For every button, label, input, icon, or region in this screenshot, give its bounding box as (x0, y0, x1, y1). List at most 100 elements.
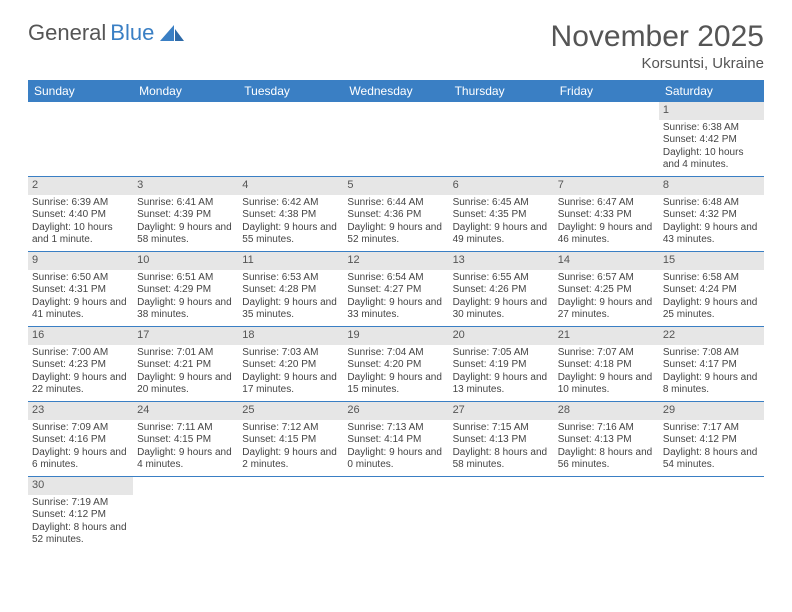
day-info: Sunrise: 7:08 AMSunset: 4:17 PMDaylight:… (663, 347, 760, 397)
calendar-cell: 2Sunrise: 6:39 AMSunset: 4:40 PMDaylight… (28, 177, 133, 252)
day-info: Sunrise: 7:19 AMSunset: 4:12 PMDaylight:… (32, 497, 129, 547)
day-info: Sunrise: 7:13 AMSunset: 4:14 PMDaylight:… (347, 422, 444, 472)
calendar-body: 1Sunrise: 6:38 AMSunset: 4:42 PMDaylight… (28, 102, 764, 551)
day-info: Sunrise: 6:44 AMSunset: 4:36 PMDaylight:… (347, 197, 444, 247)
calendar-cell: 10 Sunrise: 6:51 AMSunset: 4:29 PMDayligh… (133, 252, 238, 327)
calendar-cell (554, 477, 659, 552)
calendar-cell: 15 Sunrise: 6:58 AMSunset: 4:24 PMDayligh… (659, 252, 764, 327)
day-number: 19 (343, 327, 448, 345)
calendar-cell (133, 102, 238, 177)
calendar-cell (449, 102, 554, 177)
day-info: Sunrise: 7:15 AMSunset: 4:13 PMDaylight:… (453, 422, 550, 472)
calendar-cell: 25 Sunrise: 7:12 AMSunset: 4:15 PMDayligh… (238, 402, 343, 477)
day-info: Sunrise: 7:09 AMSunset: 4:16 PMDaylight:… (32, 422, 129, 472)
day-number: 14 (554, 252, 659, 270)
day-number: 15 (659, 252, 764, 270)
day-info: Sunrise: 7:04 AMSunset: 4:20 PMDaylight:… (347, 347, 444, 397)
calendar-cell: 13Sunrise: 6:55 AMSunset: 4:26 PMDayligh… (449, 252, 554, 327)
calendar-header-row: SundayMondayTuesdayWednesdayThursdayFrid… (28, 80, 764, 102)
day-info: Sunrise: 6:47 AMSunset: 4:33 PMDaylight:… (558, 197, 655, 247)
day-info: Sunrise: 7:00 AMSunset: 4:23 PMDaylight:… (32, 347, 129, 397)
day-number: 8 (659, 177, 764, 195)
dayname-header: Sunday (28, 80, 133, 102)
day-number: 22 (659, 327, 764, 345)
calendar-cell (554, 102, 659, 177)
calendar-cell (133, 477, 238, 552)
calendar-cell: 6 Sunrise: 6:45 AMSunset: 4:35 PMDaylight… (449, 177, 554, 252)
day-number: 26 (343, 402, 448, 420)
calendar-table: SundayMondayTuesdayWednesdayThursdayFrid… (28, 80, 764, 551)
day-info: Sunrise: 6:57 AMSunset: 4:25 PMDaylight:… (558, 272, 655, 322)
day-info: Sunrise: 6:58 AMSunset: 4:24 PMDaylight:… (663, 272, 760, 322)
day-number: 21 (554, 327, 659, 345)
day-number: 23 (28, 402, 133, 420)
calendar-cell: 4 Sunrise: 6:42 AMSunset: 4:38 PMDaylight… (238, 177, 343, 252)
calendar-week-row: 1Sunrise: 6:38 AMSunset: 4:42 PMDaylight… (28, 102, 764, 177)
dayname-header: Wednesday (343, 80, 448, 102)
calendar-week-row: 9Sunrise: 6:50 AMSunset: 4:31 PMDaylight… (28, 252, 764, 327)
calendar-cell: 5Sunrise: 6:44 AMSunset: 4:36 PMDaylight… (343, 177, 448, 252)
day-number: 28 (554, 402, 659, 420)
title-block: November 2025 Korsuntsi, Ukraine (551, 20, 764, 72)
calendar-week-row: 16 Sunrise: 7:00 AMSunset: 4:23 PMDayligh… (28, 327, 764, 402)
day-number: 10 (133, 252, 238, 270)
day-number: 12 (343, 252, 448, 270)
calendar-cell: 8 Sunrise: 6:48 AMSunset: 4:32 PMDaylight… (659, 177, 764, 252)
day-info: Sunrise: 7:11 AMSunset: 4:15 PMDaylight:… (137, 422, 234, 472)
day-number: 20 (449, 327, 554, 345)
dayname-header: Friday (554, 80, 659, 102)
calendar-cell: 18Sunrise: 7:03 AMSunset: 4:20 PMDayligh… (238, 327, 343, 402)
calendar-week-row: 2Sunrise: 6:39 AMSunset: 4:40 PMDaylight… (28, 177, 764, 252)
calendar-cell: 24 Sunrise: 7:11 AMSunset: 4:15 PMDayligh… (133, 402, 238, 477)
logo: GeneralBlue (28, 20, 186, 46)
day-number: 13 (449, 252, 554, 270)
location-text: Korsuntsi, Ukraine (551, 55, 764, 72)
calendar-cell: 29Sunrise: 7:17 AMSunset: 4:12 PMDayligh… (659, 402, 764, 477)
dayname-header: Thursday (449, 80, 554, 102)
header: GeneralBlue November 2025 Korsuntsi, Ukr… (28, 20, 764, 72)
calendar-cell: 20Sunrise: 7:05 AMSunset: 4:19 PMDayligh… (449, 327, 554, 402)
calendar-cell: 22 Sunrise: 7:08 AMSunset: 4:17 PMDayligh… (659, 327, 764, 402)
day-number: 9 (28, 252, 133, 270)
day-number: 24 (133, 402, 238, 420)
day-number: 16 (28, 327, 133, 345)
day-info: Sunrise: 6:42 AMSunset: 4:38 PMDaylight:… (242, 197, 339, 247)
calendar-week-row: 23 Sunrise: 7:09 AMSunset: 4:16 PMDayligh… (28, 402, 764, 477)
day-info: Sunrise: 6:48 AMSunset: 4:32 PMDaylight:… (663, 197, 760, 247)
day-info: Sunrise: 6:53 AMSunset: 4:28 PMDaylight:… (242, 272, 339, 322)
calendar-cell: 11 Sunrise: 6:53 AMSunset: 4:28 PMDayligh… (238, 252, 343, 327)
calendar-cell: 12Sunrise: 6:54 AMSunset: 4:27 PMDayligh… (343, 252, 448, 327)
calendar-cell: 7Sunrise: 6:47 AMSunset: 4:33 PMDaylight… (554, 177, 659, 252)
day-info: Sunrise: 6:45 AMSunset: 4:35 PMDaylight:… (453, 197, 550, 247)
calendar-cell: 28 Sunrise: 7:16 AMSunset: 4:13 PMDayligh… (554, 402, 659, 477)
day-info: Sunrise: 7:16 AMSunset: 4:13 PMDaylight:… (558, 422, 655, 472)
day-info: Sunrise: 6:51 AMSunset: 4:29 PMDaylight:… (137, 272, 234, 322)
dayname-header: Tuesday (238, 80, 343, 102)
day-number: 3 (133, 177, 238, 195)
day-number: 18 (238, 327, 343, 345)
day-info: Sunrise: 7:17 AMSunset: 4:12 PMDaylight:… (663, 422, 760, 472)
day-info: Sunrise: 6:38 AMSunset: 4:42 PMDaylight:… (663, 122, 760, 172)
day-info: Sunrise: 6:41 AMSunset: 4:39 PMDaylight:… (137, 197, 234, 247)
calendar-cell: 21Sunrise: 7:07 AMSunset: 4:18 PMDayligh… (554, 327, 659, 402)
calendar-cell (238, 102, 343, 177)
calendar-cell: 17 Sunrise: 7:01 AMSunset: 4:21 PMDayligh… (133, 327, 238, 402)
day-number: 11 (238, 252, 343, 270)
day-number: 6 (449, 177, 554, 195)
calendar-cell (238, 477, 343, 552)
day-info: Sunrise: 7:12 AMSunset: 4:15 PMDaylight:… (242, 422, 339, 472)
day-info: Sunrise: 7:01 AMSunset: 4:21 PMDaylight:… (137, 347, 234, 397)
day-number: 4 (238, 177, 343, 195)
calendar-cell: 1Sunrise: 6:38 AMSunset: 4:42 PMDaylight… (659, 102, 764, 177)
logo-sail-icon (160, 23, 186, 43)
calendar-cell: 23 Sunrise: 7:09 AMSunset: 4:16 PMDayligh… (28, 402, 133, 477)
day-number: 25 (238, 402, 343, 420)
calendar-cell (659, 477, 764, 552)
calendar-cell (449, 477, 554, 552)
calendar-cell: 30 Sunrise: 7:19 AMSunset: 4:12 PMDayligh… (28, 477, 133, 552)
calendar-cell: 19 Sunrise: 7:04 AMSunset: 4:20 PMDayligh… (343, 327, 448, 402)
day-number: 17 (133, 327, 238, 345)
day-number: 30 (28, 477, 133, 495)
calendar-cell: 3 Sunrise: 6:41 AMSunset: 4:39 PMDaylight… (133, 177, 238, 252)
calendar-week-row: 30 Sunrise: 7:19 AMSunset: 4:12 PMDayligh… (28, 477, 764, 552)
